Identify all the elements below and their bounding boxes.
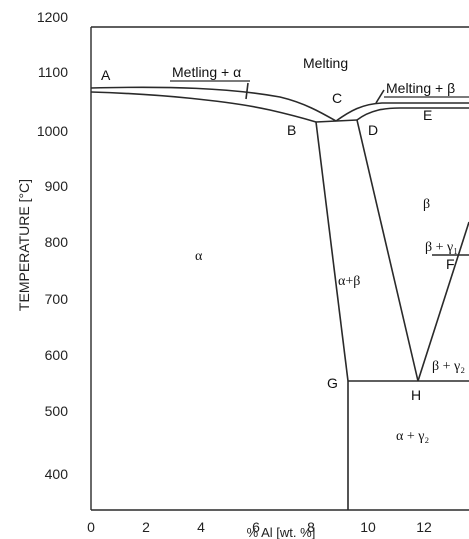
point-label-c: C (332, 90, 342, 106)
line-b-g (315, 121, 349, 382)
phase-boundaries (90, 82, 469, 510)
region-labels: Melting Metling + α Melting + β α α+β β … (170, 55, 469, 444)
x-tick-label: 8 (307, 519, 315, 535)
region-label-alpha-beta: α+β (338, 274, 360, 289)
y-tick-label: 700 (45, 291, 69, 307)
y-tick-label: 900 (45, 178, 69, 194)
x-tick-label: 6 (252, 519, 260, 535)
point-label-b: B (287, 122, 296, 138)
y-tick-label: 1200 (37, 9, 68, 25)
liquidus-a-c (90, 86, 337, 122)
region-label-beta-gamma1: β + γ₁ (425, 240, 458, 255)
y-axis-title: TEMPERATURE [°C] (16, 179, 32, 311)
point-label-e: E (423, 107, 432, 123)
region-label-beta: β (423, 197, 430, 212)
x-tick-labels: 0 2 4 6 8 10 12 (87, 519, 432, 535)
point-label-d: D (368, 122, 378, 138)
point-labels: A B C D E F G H (101, 67, 455, 403)
region-label-melting-beta: Melting + β (386, 80, 455, 96)
region-label-alpha-gamma2: α + γ₂ (396, 429, 429, 444)
point-label-h: H (411, 387, 421, 403)
region-label-beta-gamma2: β + γ₂ (432, 359, 465, 374)
solidus-a-b (90, 91, 317, 123)
point-label-g: G (327, 375, 338, 391)
solidus-d-e (356, 107, 469, 121)
y-tick-label: 400 (45, 466, 69, 482)
x-axis-title-visible: % Al [wt. %] (247, 525, 316, 539)
y-tick-labels: 1200 1100 1000 900 800 700 600 500 400 (37, 9, 68, 482)
y-tick-label: 500 (45, 403, 69, 419)
line-d-h (356, 119, 419, 382)
x-tick-label: 0 (87, 519, 95, 535)
x-tick-label: 4 (197, 519, 205, 535)
x-tick-label: 12 (416, 519, 432, 535)
y-tick-label: 1000 (37, 123, 68, 139)
point-label-f: F (446, 256, 455, 272)
x-tick-label: 2 (142, 519, 150, 535)
pointer-melting-alpha (245, 82, 249, 100)
line-h-right (417, 221, 469, 382)
y-tick-label: 1100 (38, 64, 68, 80)
liquidus-c-e (335, 102, 469, 122)
pointer-melting-beta (375, 89, 385, 104)
region-label-melting-alpha: Metling + α (172, 64, 241, 80)
y-tick-label: 800 (45, 234, 69, 250)
plot-frame (90, 26, 469, 511)
region-label-melting: Melting (303, 55, 348, 71)
y-tick-label: 600 (45, 347, 69, 363)
x-tick-label: 10 (360, 519, 376, 535)
point-label-a: A (101, 67, 111, 83)
region-label-alpha: α (195, 249, 203, 264)
